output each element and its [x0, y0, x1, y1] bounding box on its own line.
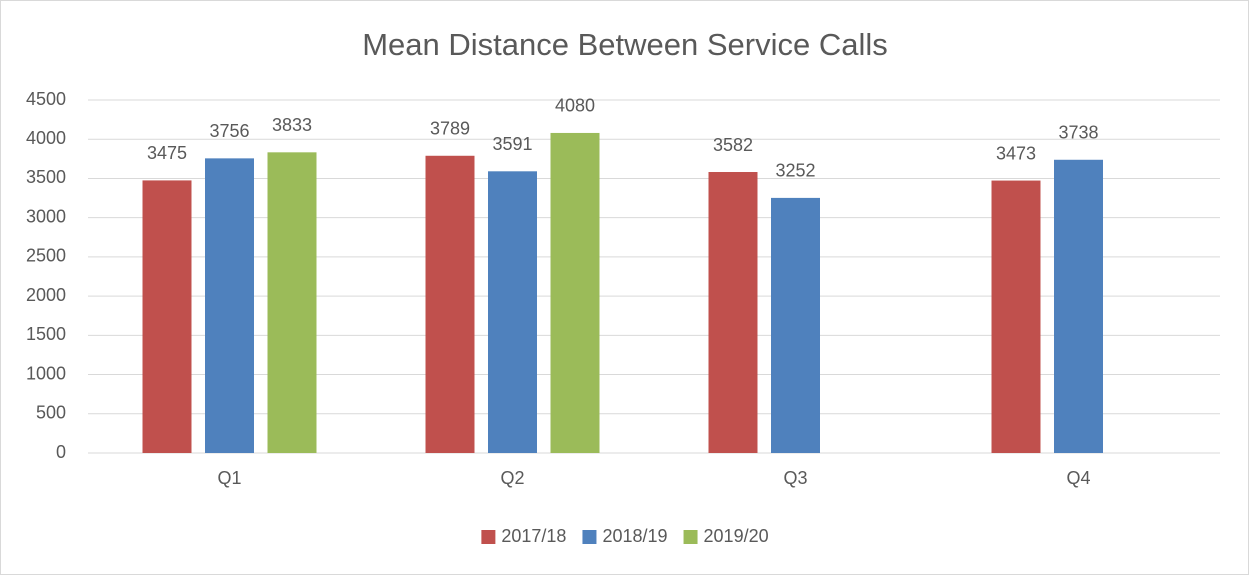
bar — [488, 171, 537, 453]
data-label: 3475 — [147, 143, 187, 163]
chart-title: Mean Distance Between Service Calls — [362, 27, 888, 62]
bar — [550, 132, 600, 454]
data-label: 3582 — [713, 135, 753, 155]
y-tick-label: 4500 — [26, 89, 66, 109]
y-tick-label: 3500 — [26, 167, 66, 187]
data-label: 3738 — [1058, 123, 1098, 143]
data-label: 3789 — [430, 119, 470, 139]
y-tick-label: 2500 — [26, 246, 66, 266]
data-label: 3473 — [996, 143, 1036, 163]
legend-swatch — [481, 530, 496, 544]
legend-swatch — [582, 530, 597, 544]
x-tick-label: Q4 — [1066, 468, 1090, 488]
bar — [425, 155, 475, 454]
legend-label: 2019/20 — [704, 526, 769, 546]
bar — [205, 158, 254, 453]
legend-label: 2018/19 — [602, 526, 667, 546]
bar — [1054, 159, 1103, 454]
bar — [771, 197, 820, 453]
bar — [142, 180, 192, 453]
data-label: 3833 — [272, 115, 312, 135]
y-tick-label: 1500 — [26, 324, 66, 344]
y-tick-label: 4000 — [26, 128, 66, 148]
y-tick-label: 3000 — [26, 206, 66, 226]
y-tick-label: 2000 — [26, 285, 66, 305]
data-label: 3756 — [209, 121, 249, 141]
y-tick-label: 1000 — [26, 363, 66, 383]
legend-label: 2017/18 — [501, 526, 566, 546]
bar — [708, 172, 758, 453]
data-label: 3591 — [492, 134, 532, 154]
data-label: 4080 — [555, 96, 595, 116]
data-label: 3252 — [775, 161, 815, 181]
bar — [267, 152, 317, 453]
legend-swatch — [683, 530, 698, 544]
bar — [991, 180, 1041, 453]
y-tick-label: 0 — [56, 442, 66, 462]
y-tick-label: 500 — [36, 403, 66, 423]
x-tick-label: Q2 — [500, 468, 524, 488]
x-tick-label: Q3 — [783, 468, 807, 488]
x-tick-label: Q1 — [217, 468, 241, 488]
